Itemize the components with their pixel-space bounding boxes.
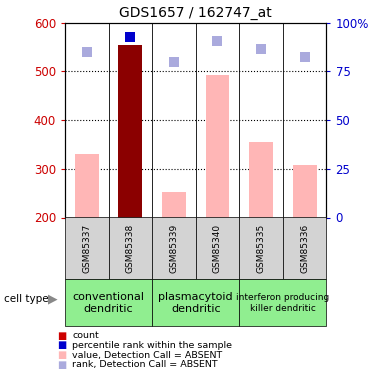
- Title: GDS1657 / 162747_at: GDS1657 / 162747_at: [119, 6, 272, 20]
- Text: GSM85335: GSM85335: [257, 224, 266, 273]
- Bar: [283, 217, 326, 279]
- Text: GSM85338: GSM85338: [126, 224, 135, 273]
- Text: plasmacytoid
dendritic: plasmacytoid dendritic: [158, 292, 233, 314]
- Text: percentile rank within the sample: percentile rank within the sample: [72, 341, 232, 350]
- Text: value, Detection Call = ABSENT: value, Detection Call = ABSENT: [72, 351, 223, 360]
- Bar: [65, 279, 152, 326]
- Text: GSM85339: GSM85339: [170, 224, 178, 273]
- Bar: [239, 217, 283, 279]
- Text: ■: ■: [58, 331, 67, 340]
- Bar: [239, 279, 326, 326]
- Text: ▶: ▶: [48, 292, 58, 306]
- Text: ■: ■: [58, 340, 67, 350]
- Text: GSM85337: GSM85337: [82, 224, 91, 273]
- Bar: [206, 75, 230, 217]
- Text: rank, Detection Call = ABSENT: rank, Detection Call = ABSENT: [72, 360, 218, 369]
- Text: GSM85340: GSM85340: [213, 224, 222, 273]
- Bar: [196, 217, 239, 279]
- Bar: [152, 279, 239, 326]
- Bar: [249, 142, 273, 218]
- Text: interferon producing
killer dendritic: interferon producing killer dendritic: [236, 293, 329, 312]
- Bar: [75, 154, 99, 218]
- Text: GSM85336: GSM85336: [300, 224, 309, 273]
- Text: conventional
dendritic: conventional dendritic: [72, 292, 145, 314]
- Text: ■: ■: [58, 350, 67, 360]
- Text: ■: ■: [58, 360, 67, 370]
- Text: cell type: cell type: [4, 294, 48, 304]
- Bar: [162, 192, 186, 217]
- Text: count: count: [72, 331, 99, 340]
- Bar: [152, 217, 196, 279]
- Bar: [118, 45, 142, 218]
- Bar: [109, 217, 152, 279]
- Bar: [293, 165, 317, 218]
- Bar: [65, 217, 109, 279]
